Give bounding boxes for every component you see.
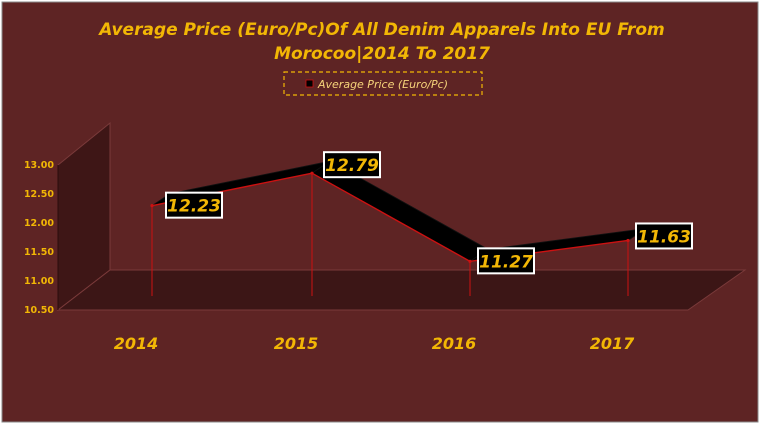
chart-title-line-2: Morocoo|2014 To 2017 [274,44,490,64]
y-tick-label: 10.50 [24,305,54,316]
y-tick-label: 11.50 [24,247,54,258]
data-label-text: 12.79 [325,156,379,176]
y-tick-label: 12.50 [24,189,54,200]
plot-area-3d [56,121,747,312]
legend-entry: Average Price (Euro/Pc) [317,78,448,91]
data-point [468,259,472,263]
chart-background [1,1,759,423]
data-label-box [477,247,535,275]
floor [56,269,747,311]
line-segment-edge [311,172,471,262]
data-point [310,171,314,175]
x-tick-label: 2015 [274,334,319,353]
data-label-box [323,151,381,179]
data-labels: 12.23 12.79 11.27 11.63 [165,151,693,275]
x-axis-ticks: 2014 2015 2016 2017 [114,334,635,353]
data-label: 11.63 [635,222,693,250]
x-tick-label: 2014 [114,334,159,353]
y-axis-ticks: 10.50 11.00 11.50 12.00 12.50 13.00 [24,160,54,316]
drop-lines [151,173,629,296]
data-label-text: 11.27 [479,252,533,272]
data-label: 12.79 [323,151,381,179]
data-label-text: 12.23 [167,197,221,217]
data-label-box [165,191,223,219]
data-label-text: 11.63 [637,227,691,247]
legend: Average Price (Euro/Pc) [283,71,483,96]
chart-title-line-1: Average Price (Euro/Pc)Of All Denim Appa… [97,20,665,40]
legend-swatch [305,79,314,88]
x-tick-label: 2017 [590,334,635,353]
data-point [150,204,154,208]
data-label: 12.23 [165,191,223,219]
y-tick-label: 13.00 [24,160,54,171]
y-tick-label: 11.00 [24,276,54,287]
data-label: 11.27 [477,247,535,275]
data-label-box [635,222,693,250]
y-tick-label: 12.00 [24,218,54,229]
legend-border [283,71,483,96]
x-tick-label: 2016 [432,334,477,353]
data-point [626,238,630,243]
